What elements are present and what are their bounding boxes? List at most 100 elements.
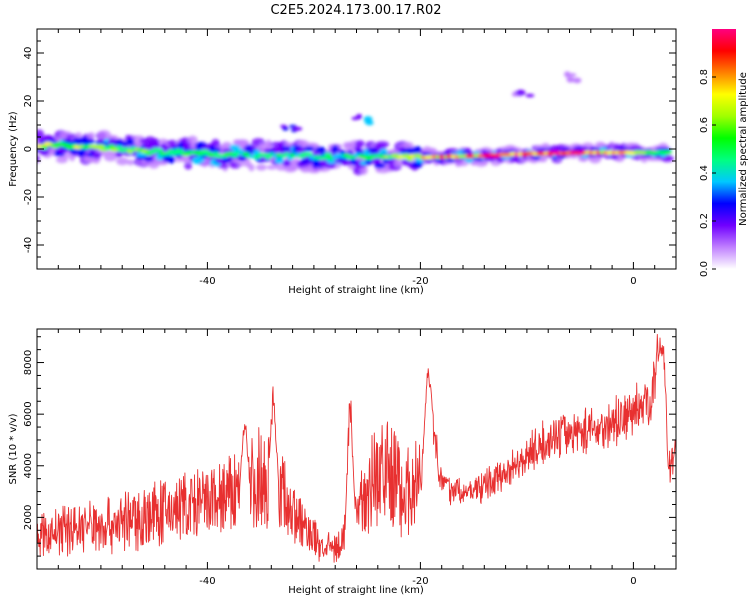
spectrogram-cell (280, 146, 293, 151)
spectrogram-cell (266, 164, 277, 170)
spectrogram-image (37, 71, 674, 176)
spectrogram-feature (289, 124, 297, 128)
spectrogram-cell (387, 158, 395, 164)
spectrogram-cell (303, 146, 315, 152)
spectrogram-cell (187, 135, 198, 145)
spectrogram-cell (305, 152, 314, 157)
snr-xtick-label: -40 (199, 576, 215, 587)
spectrogram-cell (167, 156, 176, 164)
spectrogram-cell (411, 161, 423, 168)
spectrogram-cell (109, 135, 119, 140)
colorbar-tick-label: 0.2 (699, 213, 710, 229)
spectrogram-cell (375, 141, 390, 148)
spectrogram-feature (293, 126, 303, 131)
snr-ytick-label: 4000 (23, 453, 34, 478)
spectrogram-cell (366, 147, 379, 153)
spectrogram-feature (525, 93, 535, 98)
spectrogram-ytick-label: 0 (23, 146, 34, 152)
spectrogram-cell (446, 148, 459, 153)
spectrogram-cell (274, 157, 284, 164)
spectrogram-xtick-label: -40 (199, 276, 215, 287)
spectrogram-cell (116, 157, 129, 166)
spectrogram-cell (355, 140, 365, 148)
spectrogram-cell (75, 132, 83, 140)
snr-ytick-label: 2000 (23, 505, 34, 530)
spectrogram-cell (136, 155, 147, 160)
snr-xlabel: Height of straight line (km) (288, 585, 424, 596)
spectrogram-feature (566, 76, 575, 83)
spectrogram-ytick-label: -20 (23, 189, 34, 205)
spectrogram-cell (135, 152, 148, 157)
snr-xtick-label: -20 (412, 576, 428, 587)
spectrogram-cell (401, 159, 411, 166)
colorbar-tick-label: 0.0 (699, 261, 710, 277)
spectrogram-cell (315, 146, 326, 154)
spectrogram-ylabel: Frequency (Hz) (8, 111, 19, 187)
spectrogram-cell (406, 157, 414, 162)
spectrogram-cell (403, 142, 414, 147)
spectrogram-cell (323, 152, 332, 157)
spectrogram-cell (87, 132, 96, 140)
spectrogram-cell (248, 163, 255, 172)
snr-ytick-label: 8000 (23, 350, 34, 375)
spectrogram-cell (320, 155, 328, 160)
spectrogram-cell (661, 150, 673, 155)
spectrogram-cell (282, 159, 291, 167)
colorbar-tick-label: 0.8 (699, 69, 710, 85)
spectrogram-cell (143, 157, 154, 162)
spectrogram-frame (36, 28, 677, 270)
spectrogram-cell (401, 153, 411, 158)
spectrogram-feature (564, 72, 572, 78)
spectrogram-panel: -40 -20 0 -40 -20 0 20 40 Height of straight li… (8, 28, 677, 296)
spectrogram-ytick-label: 20 (23, 95, 34, 108)
snr-frame (36, 328, 677, 570)
snr-panel: -40 -20 0 2000 4000 6000 8000 Height of straig… (8, 328, 677, 596)
spectrogram-cell (77, 149, 86, 157)
spectrogram-cell (374, 163, 386, 169)
spectrogram-cell (91, 152, 102, 158)
colorbar-tick-label: 0.4 (699, 165, 710, 181)
spectrogram-cell (393, 157, 405, 167)
snr-series-line (37, 333, 676, 563)
chart-title: C2E5.2024.173.00.17.R02 (270, 3, 441, 18)
spectrogram-cell (37, 154, 40, 163)
spectrogram-cell (255, 164, 267, 171)
colorbar-label: Normalized spectral amplitude (738, 72, 749, 226)
spectrogram-cell (340, 161, 353, 166)
spectrogram-cell (210, 147, 222, 153)
spectrogram-cell (92, 158, 100, 164)
snr-ytick-label: 6000 (23, 401, 34, 426)
spectrogram-cell (126, 159, 135, 166)
spectrogram-cell (39, 148, 50, 156)
spectrogram-ytick-label: -40 (23, 237, 34, 253)
spectrogram-feature (515, 89, 526, 96)
spectrogram-cell (156, 148, 164, 153)
spectrogram-cell (116, 141, 129, 147)
spectrogram-cell (412, 146, 422, 153)
snr-xtick-label: 0 (630, 576, 636, 587)
colorbar-gradient (712, 29, 736, 269)
spectrogram-cell (331, 145, 339, 154)
spectrogram-xtick-label: 0 (630, 276, 636, 287)
spectrogram-feature (282, 126, 289, 131)
colorbar-tick-label: 0.6 (699, 117, 710, 133)
spectrogram-xlabel: Height of straight line (km) (288, 285, 424, 296)
spectrogram-cell (265, 139, 272, 149)
spectrogram-ytick-label: 40 (23, 47, 34, 60)
spectrogram-cell (166, 139, 178, 146)
spectrogram-cell (107, 144, 116, 149)
colorbar: 0.0 0.2 0.4 0.6 0.8 Normalized spectral ampl… (699, 29, 749, 277)
spectrogram-cell (152, 141, 160, 150)
spectrogram-cell (182, 141, 190, 149)
snr-plot-area (37, 329, 676, 569)
spectrogram-cell (184, 161, 193, 170)
spectrogram-xtick-label: -20 (412, 276, 428, 287)
spectrogram-cell (95, 144, 106, 149)
spectrogram-feature (572, 77, 582, 84)
spectrogram-feature (363, 116, 373, 122)
snr-ylabel: SNR (10 * v/v) (8, 413, 19, 484)
spectrogram-cell (83, 138, 95, 145)
spectrogram-feature (355, 114, 363, 120)
spectrogram-cell (237, 161, 246, 167)
